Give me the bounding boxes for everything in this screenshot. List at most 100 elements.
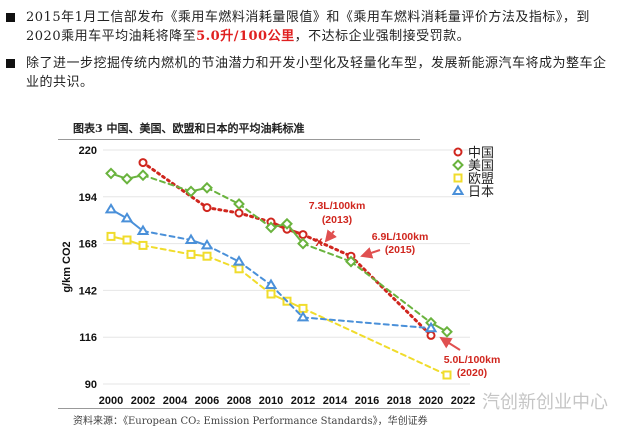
data-point-square (106, 231, 116, 241)
legend-item: 欧盟 (453, 171, 494, 186)
legend-label: 中国 (468, 145, 494, 160)
series-line-segment (350, 260, 432, 324)
data-point-diamond (345, 255, 357, 268)
x-tick-label: 2002 (131, 395, 155, 407)
legend-item: 日本 (451, 184, 494, 199)
data-point-square (122, 235, 132, 245)
series-line-segment (349, 254, 433, 337)
x-tick-label: 2008 (227, 395, 251, 407)
series-line-segment (142, 174, 192, 193)
data-point-circle (298, 230, 308, 240)
legend-item: 中国 (453, 145, 494, 160)
data-point-circle (138, 158, 148, 168)
bullet-2: 除了进一步挖掘传统内燃机的节油潜力和开发小型化及轻量化车型，发展新能源汽车将成为… (6, 54, 616, 92)
series-line-segment (238, 267, 272, 295)
series-line-segment (142, 244, 192, 256)
data-point-circle (202, 203, 212, 213)
data-point-diamond (105, 167, 117, 180)
bottom-divider (58, 408, 463, 409)
series-line-segment (302, 307, 448, 376)
data-point-square (138, 240, 148, 250)
data-point-square (442, 370, 452, 380)
annotation-arrow (324, 229, 337, 243)
x-tick-label: 2006 (195, 395, 219, 407)
series-1 (105, 167, 453, 338)
series-line-segment (141, 161, 209, 210)
series-line-segment (270, 284, 304, 319)
data-point-triangle (451, 184, 465, 195)
data-point-diamond (137, 169, 149, 182)
series-line-segment (286, 222, 304, 245)
series-line-segment (238, 260, 272, 286)
y-tick-label: 168 (79, 239, 97, 251)
legend-label: 日本 (468, 184, 494, 199)
bullet-text-end: ，不达标企业强制接受罚款。 (294, 29, 471, 44)
title-divider (58, 139, 420, 140)
series-line-segment (206, 186, 240, 205)
x-tick-label: 2004 (163, 395, 188, 407)
bullet-square-icon (6, 13, 15, 22)
data-point-triangle (264, 278, 278, 289)
data-point-square (202, 251, 212, 261)
legend-label: 美国 (468, 158, 494, 173)
annotation-year: (2015) (385, 244, 415, 256)
y-tick-label: 116 (79, 332, 97, 344)
figure-title: 图表3 中国、美国、欧盟和日本的平均油耗标准 (73, 122, 305, 135)
legend-item: 美国 (452, 158, 494, 173)
bullet-text: 2015年1月工信部发布《乘用车燃料消耗量限值》和《乘用车燃料消耗量评价方法及指… (26, 10, 590, 44)
data-point-diamond (121, 172, 133, 185)
bullet-square-icon (6, 59, 15, 68)
data-point-square (186, 249, 196, 259)
data-point-diamond (441, 325, 453, 338)
series-line-segment (302, 316, 432, 330)
data-point-diamond (201, 181, 213, 194)
y-tick-label: 220 (79, 145, 97, 157)
data-point-square (298, 303, 308, 313)
series-2 (106, 231, 452, 380)
source-note: 资料来源：《European CO₂ Emission Performance … (73, 416, 428, 427)
data-point-triangle (136, 224, 150, 235)
data-point-triangle (184, 233, 198, 244)
series-3 (104, 202, 438, 333)
data-point-circle (426, 330, 436, 340)
data-point-diamond (452, 159, 464, 171)
annotation-label: 5.0L/100km (444, 354, 501, 366)
data-point-diamond (265, 221, 277, 234)
legend-label: 欧盟 (468, 171, 494, 186)
series-line-segment (142, 230, 192, 241)
annotation-arrow (360, 247, 381, 259)
series-line-segment (237, 211, 273, 224)
data-point-triangle (104, 202, 118, 214)
data-point-triangle (200, 238, 214, 250)
x-tick-label: 2000 (99, 395, 123, 407)
data-point-diamond (297, 237, 309, 250)
watermark: 汽创新创业中心 (482, 392, 608, 413)
x-tick-label: 2020 (419, 395, 443, 407)
data-point-triangle (296, 310, 310, 322)
data-point-triangle (232, 255, 246, 266)
annotation-year: (2013) (322, 214, 352, 226)
y-tick-label: 142 (79, 285, 97, 297)
data-point-diamond (185, 185, 197, 198)
data-point-circle (453, 147, 463, 157)
bullet-text: 除了进一步挖掘传统内燃机的节油潜力和开发小型化及轻量化车型，发展新能源汽车将成为… (26, 56, 607, 90)
data-point-diamond (233, 198, 245, 210)
series-line-segment (238, 203, 272, 229)
annotation-label: 6.9L/100km (372, 231, 429, 243)
x-marker-icon: X (315, 237, 323, 249)
data-point-diamond (281, 217, 293, 230)
x-tick-label: 2022 (451, 395, 475, 407)
series-line-segment (302, 242, 352, 263)
data-point-triangle (424, 321, 438, 333)
x-tick-label: 2010 (259, 395, 283, 407)
series-line-segment (301, 233, 353, 258)
data-point-circle (234, 208, 244, 218)
data-point-square (453, 173, 463, 183)
data-point-square (234, 264, 244, 274)
x-tick-label: 2014 (323, 395, 348, 407)
series-line-segment (205, 206, 241, 215)
annotation-label: 7.3L/100km (309, 200, 366, 212)
x-tick-label: 2016 (355, 395, 379, 407)
x-tick-label: 2012 (291, 395, 315, 407)
